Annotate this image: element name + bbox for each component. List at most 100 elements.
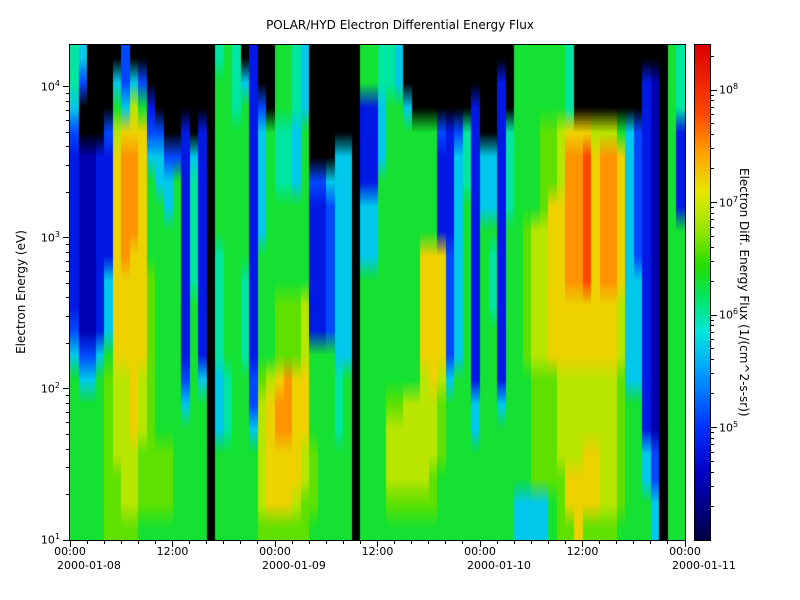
chart-title: POLAR/HYD Electron Differential Energy F…	[266, 18, 534, 32]
x-tick-label: 12:00	[156, 545, 189, 558]
colorbar-minor-tick	[711, 359, 714, 361]
colorbar-minor-tick	[711, 55, 714, 57]
x-minor-tick	[496, 541, 498, 544]
x-minor-tick	[667, 541, 669, 544]
colorbar-tick-label: 107	[719, 194, 739, 210]
plot-area	[69, 44, 686, 541]
x-minor-tick	[120, 541, 122, 544]
x-tick-label: 00:00	[259, 545, 291, 558]
y-tick-label: 101	[40, 532, 60, 547]
x-minor-tick	[223, 541, 225, 544]
colorbar-minor-tick	[711, 444, 714, 446]
colorbar-major-tick	[711, 202, 717, 203]
y-tick-label: 104	[40, 78, 60, 94]
x-minor-tick	[257, 541, 259, 544]
colorbar-minor-tick	[711, 505, 714, 507]
colorbar-minor-tick	[711, 148, 714, 150]
colorbar-minor-tick	[711, 114, 714, 116]
y-major-tick	[63, 86, 70, 88]
x-tick-label: 00:00	[464, 545, 496, 558]
colorbar-minor-tick	[711, 373, 714, 375]
colorbar-minor-tick	[711, 94, 714, 96]
x-tick-label: 00:00	[54, 545, 86, 558]
x-major-tick	[274, 541, 276, 547]
y-axis-title: Electron Energy (eV)	[14, 230, 28, 354]
colorbar-tick-label: 105	[719, 419, 739, 435]
x-minor-tick	[462, 541, 464, 544]
x-major-tick	[582, 541, 583, 547]
x-minor-tick	[308, 541, 310, 544]
x-tick-label: 00:00	[669, 545, 701, 558]
colorbar-minor-tick	[711, 168, 714, 170]
x-major-tick	[69, 541, 71, 547]
x-minor-tick	[86, 541, 88, 544]
x-major-tick	[479, 541, 481, 547]
colorbar-minor-tick	[711, 100, 714, 102]
spectrogram-heatmap-canvas	[70, 45, 685, 540]
colorbar-minor-tick	[711, 123, 714, 125]
colorbar-minor-tick	[711, 471, 714, 473]
colorbar-minor-tick	[711, 460, 714, 462]
colorbar-minor-tick	[711, 451, 714, 453]
x-minor-tick	[616, 541, 618, 544]
colorbar-tick-label: 106	[719, 307, 739, 322]
x-minor-tick	[154, 541, 156, 544]
y-major-tick	[63, 539, 70, 541]
x-minor-tick	[530, 541, 532, 544]
colorbar-major-tick	[711, 89, 717, 91]
colorbar-minor-tick	[711, 106, 714, 108]
x-minor-tick	[342, 541, 344, 544]
x-minor-tick	[291, 541, 293, 544]
x-minor-tick	[359, 541, 361, 544]
x-tick-label: 12:00	[361, 545, 394, 558]
colorbar-gradient-canvas	[695, 45, 710, 540]
x-minor-tick	[189, 541, 191, 544]
x-minor-tick	[206, 541, 208, 544]
x-major-tick	[377, 541, 378, 547]
x-date-label: 2000-01-10	[467, 559, 531, 572]
x-minor-tick	[599, 541, 601, 544]
x-minor-tick	[513, 541, 515, 544]
colorbar-minor-tick	[711, 207, 714, 209]
x-minor-tick	[137, 541, 139, 544]
colorbar-minor-tick	[711, 437, 714, 439]
x-minor-tick	[411, 541, 413, 544]
colorbar-minor-tick	[711, 219, 714, 221]
colorbar-minor-tick	[711, 331, 714, 333]
x-minor-tick	[394, 541, 396, 544]
x-minor-tick	[240, 541, 242, 544]
x-tick-label: 12:00	[566, 545, 599, 558]
colorbar-tick-label: 108	[719, 82, 739, 97]
x-minor-tick	[650, 541, 652, 544]
x-minor-tick	[633, 541, 635, 544]
colorbar-minor-tick	[711, 325, 714, 327]
x-major-tick	[172, 541, 173, 547]
y-major-tick	[63, 237, 70, 239]
x-major-tick	[684, 541, 686, 547]
colorbar-minor-tick	[711, 485, 714, 487]
colorbar-minor-tick	[711, 246, 714, 248]
colorbar-minor-tick	[711, 432, 714, 434]
x-date-label: 2000-01-11	[672, 559, 736, 572]
colorbar-minor-tick	[711, 235, 714, 237]
colorbar-minor-tick	[711, 134, 714, 136]
y-major-tick	[63, 388, 70, 390]
colorbar-minor-tick	[711, 280, 714, 282]
colorbar-minor-tick	[711, 348, 714, 350]
x-minor-tick	[564, 541, 566, 544]
colorbar	[694, 44, 711, 541]
x-minor-tick	[445, 541, 447, 544]
colorbar-major-tick	[711, 314, 717, 316]
colorbar-title: Electron Diff. Energy Flux (1/(cm^2-s-sr…	[737, 168, 751, 417]
x-minor-tick	[103, 541, 105, 544]
colorbar-minor-tick	[711, 393, 714, 395]
colorbar-minor-tick	[711, 212, 714, 214]
colorbar-major-tick	[711, 427, 717, 428]
colorbar-minor-tick	[711, 226, 714, 228]
colorbar-minor-tick	[711, 339, 714, 341]
x-minor-tick	[547, 541, 549, 544]
colorbar-minor-tick	[711, 319, 714, 321]
colorbar-minor-tick	[711, 260, 714, 262]
x-minor-tick	[428, 541, 430, 544]
